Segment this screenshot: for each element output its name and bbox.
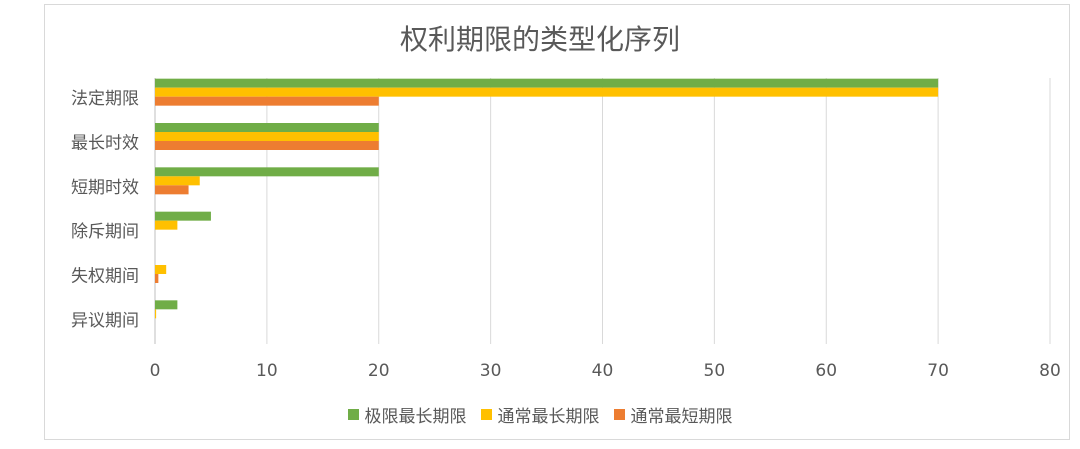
legend-swatch <box>347 409 359 420</box>
bar <box>155 220 178 230</box>
legend-swatch <box>480 409 492 420</box>
bar <box>155 87 939 97</box>
x-tick-label: 60 <box>815 361 837 381</box>
legend-swatch <box>613 409 625 420</box>
bar <box>155 132 379 141</box>
bar <box>155 211 211 221</box>
bar <box>155 309 157 319</box>
y-tick-label: 异议期间 <box>71 311 139 331</box>
chart-frame <box>44 4 1070 440</box>
x-tick-label: 80 <box>1039 361 1061 381</box>
bar <box>155 123 379 132</box>
bar <box>155 176 200 186</box>
y-tick-label: 法定期限 <box>71 89 139 109</box>
x-tick-label: 20 <box>368 361 390 381</box>
legend-label: 极限最长期限 <box>364 407 467 427</box>
bar <box>155 274 159 283</box>
y-tick-label: 除斥期间 <box>71 222 139 242</box>
legend-item: 极限最长期限 <box>347 402 467 427</box>
chart-title: 权利期限的类型化序列 <box>399 23 680 56</box>
bar <box>155 141 379 150</box>
legend: 极限最长期限 通常最长期限 通常最短期限 <box>0 402 1080 427</box>
x-tick-label: 70 <box>927 361 949 381</box>
bar <box>155 167 379 177</box>
legend-label: 通常最短期限 <box>630 407 733 427</box>
bar <box>155 300 178 310</box>
x-tick-label: 10 <box>256 361 278 381</box>
legend-item: 通常最短期限 <box>613 402 733 427</box>
y-tick-label: 最长时效 <box>71 134 139 154</box>
x-tick-label: 0 <box>150 361 161 381</box>
x-tick-label: 30 <box>480 361 502 381</box>
x-tick-label: 40 <box>592 361 614 381</box>
bar <box>155 78 939 88</box>
bar <box>155 96 379 106</box>
y-tick-label: 失权期间 <box>71 267 139 287</box>
bar <box>155 265 167 274</box>
y-tick-label: 短期时效 <box>71 178 139 198</box>
legend-item: 通常最长期限 <box>480 402 600 427</box>
x-tick-label: 50 <box>704 361 726 381</box>
legend-label: 通常最长期限 <box>497 407 600 427</box>
bar <box>155 185 189 195</box>
